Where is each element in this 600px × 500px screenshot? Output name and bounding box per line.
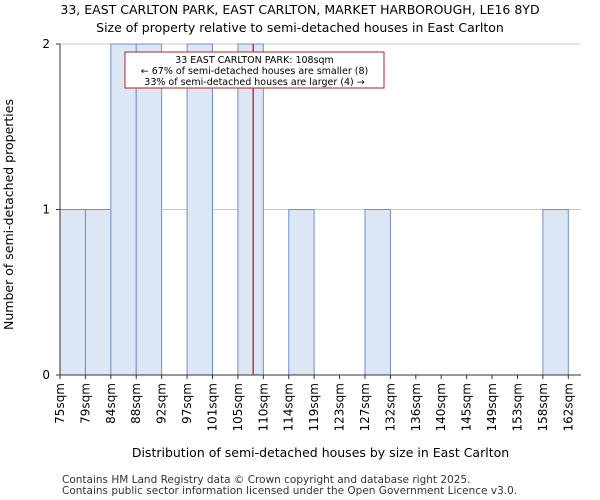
- x-tick-label: 153sqm: [510, 383, 524, 431]
- x-tick-label: 105sqm: [231, 383, 245, 431]
- y-axis-label: Number of semi-detached properties: [1, 99, 16, 330]
- x-tick-label: 114sqm: [282, 383, 296, 431]
- footer-licence: Contains public sector information licen…: [62, 485, 518, 497]
- bar: [59, 209, 86, 376]
- bar: [542, 209, 569, 376]
- x-tick-label: 132sqm: [383, 383, 397, 431]
- x-tick-label: 101sqm: [205, 383, 219, 431]
- x-tick-label: 136sqm: [409, 383, 423, 431]
- y-tick-label: 2: [42, 37, 50, 51]
- x-tick-label: 110sqm: [256, 383, 270, 431]
- annotation-box: [124, 51, 385, 89]
- bar: [237, 43, 264, 376]
- annotation-line: ← 67% of semi-detached houses are smalle…: [141, 66, 369, 77]
- x-tick-label: 75sqm: [53, 383, 67, 424]
- x-tick-label: 119sqm: [307, 383, 321, 431]
- x-tick-label: 97sqm: [180, 383, 194, 424]
- bar: [110, 43, 137, 376]
- x-tick-label: 145sqm: [460, 383, 474, 431]
- bar: [186, 43, 213, 376]
- chart-title: 33, EAST CARLTON PARK, EAST CARLTON, MAR…: [60, 2, 540, 17]
- bar: [364, 209, 391, 376]
- x-axis-label: Distribution of semi-detached houses by …: [132, 445, 509, 460]
- bar: [135, 43, 163, 376]
- footer-copyright: Contains HM Land Registry data © Crown c…: [62, 474, 471, 486]
- x-tick-label: 84sqm: [104, 383, 118, 424]
- chart-canvas: 0 1 2 75sqm 79sqm 84sqm 88sqm 92sqm 97sqm 101sqm 1…: [1, 37, 581, 460]
- chart-subtitle: Size of property relative to semi-detach…: [96, 20, 504, 35]
- bar: [84, 209, 112, 376]
- x-tick-label: 162sqm: [561, 383, 575, 431]
- y-tick-label: 0: [42, 368, 50, 382]
- x-tick-label: 79sqm: [78, 383, 92, 424]
- x-tick-label: 149sqm: [485, 383, 499, 431]
- x-tick-label: 88sqm: [129, 383, 143, 424]
- x-tick-label: 140sqm: [434, 383, 448, 431]
- x-tick-label: 158sqm: [536, 383, 550, 431]
- y-tick-label: 1: [42, 203, 50, 217]
- annotation-line: 33% of semi-detached houses are larger (…: [144, 77, 364, 88]
- x-tick-label: 127sqm: [358, 383, 372, 431]
- x-tick-label: 123sqm: [333, 383, 347, 431]
- x-tick-label: 92sqm: [155, 383, 169, 424]
- annotation-line: 33 EAST CARLTON PARK: 108sqm: [175, 55, 334, 66]
- bar: [288, 209, 315, 376]
